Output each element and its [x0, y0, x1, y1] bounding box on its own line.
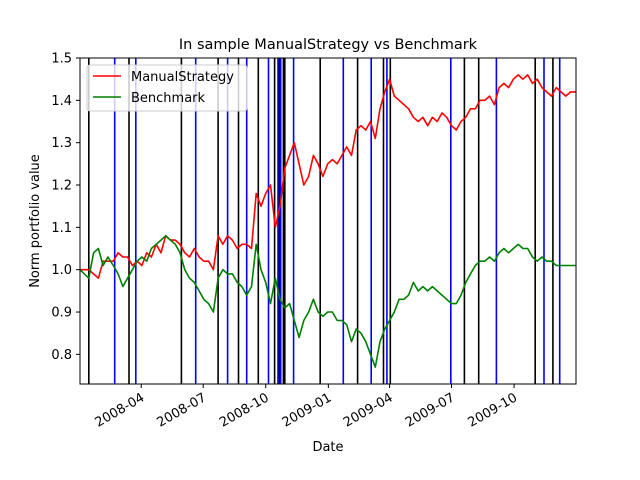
chart-title: In sample ManualStrategy vs Benchmark: [179, 37, 478, 53]
y-tick-label: 0.9: [51, 306, 72, 321]
y-tick-label: 1.3: [51, 136, 72, 151]
signal-lines: [88, 58, 561, 384]
y-tick-label: 0.8: [51, 348, 72, 363]
series-lines: [80, 74, 576, 368]
y-axis-label: Norm portfolio value: [28, 154, 43, 288]
y-tick-label: 1.5: [51, 52, 72, 67]
legend-box: [86, 64, 248, 112]
series-line-benchmark: [80, 235, 576, 368]
y-tick-label: 1.4: [51, 94, 72, 109]
legend-label-benchmark: Benchmark: [131, 91, 206, 106]
y-tick-label: 1.1: [51, 221, 72, 236]
legend-label-manualstrategy: ManualStrategy: [131, 70, 234, 85]
legend: ManualStrategy Benchmark: [86, 64, 248, 112]
y-tick-label: 1.2: [51, 179, 72, 194]
y-axis: 0.8 0.9 1.0 1.1 1.2 1.3 1.4 1.5: [51, 52, 80, 363]
x-axis-label: Date: [312, 440, 343, 455]
y-tick-label: 1.0: [51, 263, 72, 278]
